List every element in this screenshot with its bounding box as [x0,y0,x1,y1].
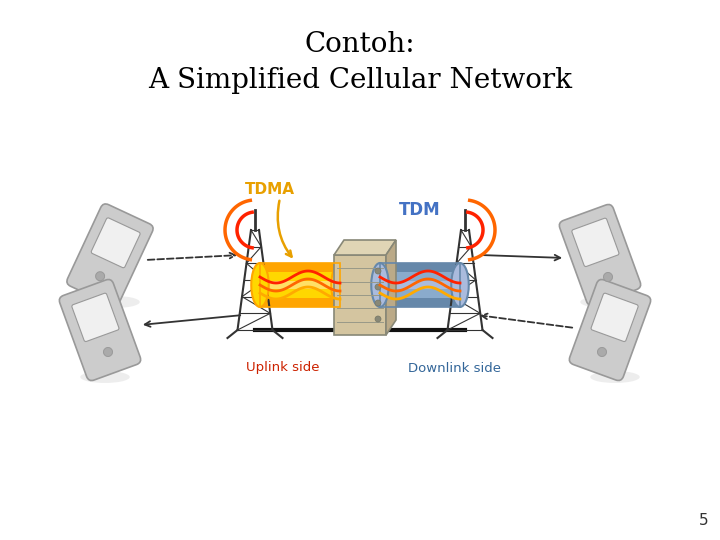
Circle shape [104,347,112,356]
Bar [380,289,460,298]
Bar [380,272,460,281]
FancyBboxPatch shape [67,204,153,306]
Ellipse shape [90,296,140,308]
Text: TDMA: TDMA [245,183,295,198]
Polygon shape [334,240,396,255]
Bar [260,263,340,307]
Circle shape [598,347,606,356]
FancyBboxPatch shape [559,205,641,306]
Bar [260,272,340,281]
Bar [260,263,340,307]
Ellipse shape [331,263,348,307]
Ellipse shape [451,263,469,307]
Text: Downlink side: Downlink side [408,361,502,375]
FancyBboxPatch shape [570,280,651,381]
Ellipse shape [372,263,389,307]
Bar [380,263,460,307]
Text: Uplink side: Uplink side [246,361,320,375]
Circle shape [96,272,104,281]
Circle shape [375,268,381,274]
FancyBboxPatch shape [72,293,119,342]
FancyBboxPatch shape [59,280,140,381]
Circle shape [603,273,613,281]
Text: A Simplified Cellular Network: A Simplified Cellular Network [148,66,572,93]
Bar [380,263,460,272]
Ellipse shape [80,371,130,383]
Bar [334,255,386,335]
Text: 5: 5 [698,513,708,528]
Ellipse shape [580,296,630,308]
Bar [260,281,340,289]
Bar [260,289,340,298]
Bar [380,281,460,289]
Text: TDM: TDM [399,201,441,219]
Ellipse shape [590,371,640,383]
FancyBboxPatch shape [91,218,140,268]
Text: Contoh:: Contoh: [305,31,415,58]
Bar [380,263,460,307]
Circle shape [375,316,381,322]
Circle shape [375,284,381,290]
Bar [260,298,340,307]
FancyBboxPatch shape [572,218,619,267]
Bar [380,298,460,307]
Circle shape [375,300,381,306]
FancyBboxPatch shape [591,293,638,342]
Bar [260,263,340,272]
Polygon shape [386,240,396,335]
Ellipse shape [251,263,269,307]
